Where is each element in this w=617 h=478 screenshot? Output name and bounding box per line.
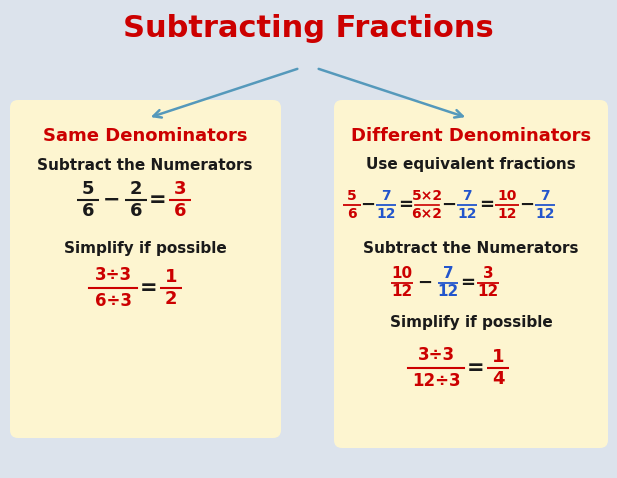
Text: Subtract the Numerators: Subtract the Numerators bbox=[363, 240, 579, 256]
FancyBboxPatch shape bbox=[334, 100, 608, 448]
Text: 1: 1 bbox=[492, 348, 504, 366]
Text: Use equivalent fractions: Use equivalent fractions bbox=[366, 157, 576, 173]
Text: 6: 6 bbox=[174, 202, 186, 220]
Text: =: = bbox=[149, 190, 167, 210]
Text: 6÷3: 6÷3 bbox=[94, 292, 131, 310]
Text: 3: 3 bbox=[482, 267, 494, 282]
Text: 5: 5 bbox=[81, 180, 94, 198]
Text: −: − bbox=[360, 196, 376, 214]
Text: Simplify if possible: Simplify if possible bbox=[64, 240, 226, 256]
Text: 6: 6 bbox=[81, 202, 94, 220]
Text: 6: 6 bbox=[130, 202, 143, 220]
Text: −: − bbox=[103, 190, 121, 210]
Text: 12÷3: 12÷3 bbox=[412, 372, 460, 390]
Text: 2: 2 bbox=[165, 290, 177, 308]
Text: 12: 12 bbox=[478, 284, 499, 300]
Text: 2: 2 bbox=[130, 180, 143, 198]
Text: Simplify if possible: Simplify if possible bbox=[389, 315, 552, 330]
Text: −: − bbox=[520, 196, 534, 214]
Text: 10: 10 bbox=[391, 267, 413, 282]
Text: =: = bbox=[399, 196, 413, 214]
Text: −: − bbox=[418, 274, 433, 292]
Text: =: = bbox=[479, 196, 494, 214]
FancyBboxPatch shape bbox=[10, 100, 281, 438]
Text: =: = bbox=[460, 274, 476, 292]
Text: 3: 3 bbox=[174, 180, 186, 198]
Text: 12: 12 bbox=[376, 207, 395, 221]
Text: 4: 4 bbox=[492, 370, 504, 388]
Text: 7: 7 bbox=[381, 189, 391, 203]
Text: 12: 12 bbox=[536, 207, 555, 221]
Text: 3÷3: 3÷3 bbox=[418, 346, 455, 364]
Text: Different Denominators: Different Denominators bbox=[351, 127, 591, 145]
Text: 7: 7 bbox=[442, 267, 453, 282]
Text: 12: 12 bbox=[437, 284, 458, 300]
Text: 12: 12 bbox=[391, 284, 413, 300]
Text: 6: 6 bbox=[347, 207, 357, 221]
Text: 1: 1 bbox=[165, 268, 177, 286]
Text: =: = bbox=[140, 278, 158, 298]
Text: 10: 10 bbox=[497, 189, 516, 203]
Text: 6×2: 6×2 bbox=[412, 207, 442, 221]
Text: Subtracting Fractions: Subtracting Fractions bbox=[123, 13, 494, 43]
Text: 12: 12 bbox=[497, 207, 517, 221]
Text: 12: 12 bbox=[457, 207, 477, 221]
Text: 7: 7 bbox=[540, 189, 550, 203]
Text: Same Denominators: Same Denominators bbox=[43, 127, 247, 145]
Text: 5: 5 bbox=[347, 189, 357, 203]
Text: −: − bbox=[441, 196, 457, 214]
Text: 7: 7 bbox=[462, 189, 472, 203]
Text: =: = bbox=[467, 358, 485, 378]
Text: 3÷3: 3÷3 bbox=[94, 266, 131, 284]
Text: 5×2: 5×2 bbox=[412, 189, 442, 203]
Text: Subtract the Numerators: Subtract the Numerators bbox=[37, 157, 253, 173]
